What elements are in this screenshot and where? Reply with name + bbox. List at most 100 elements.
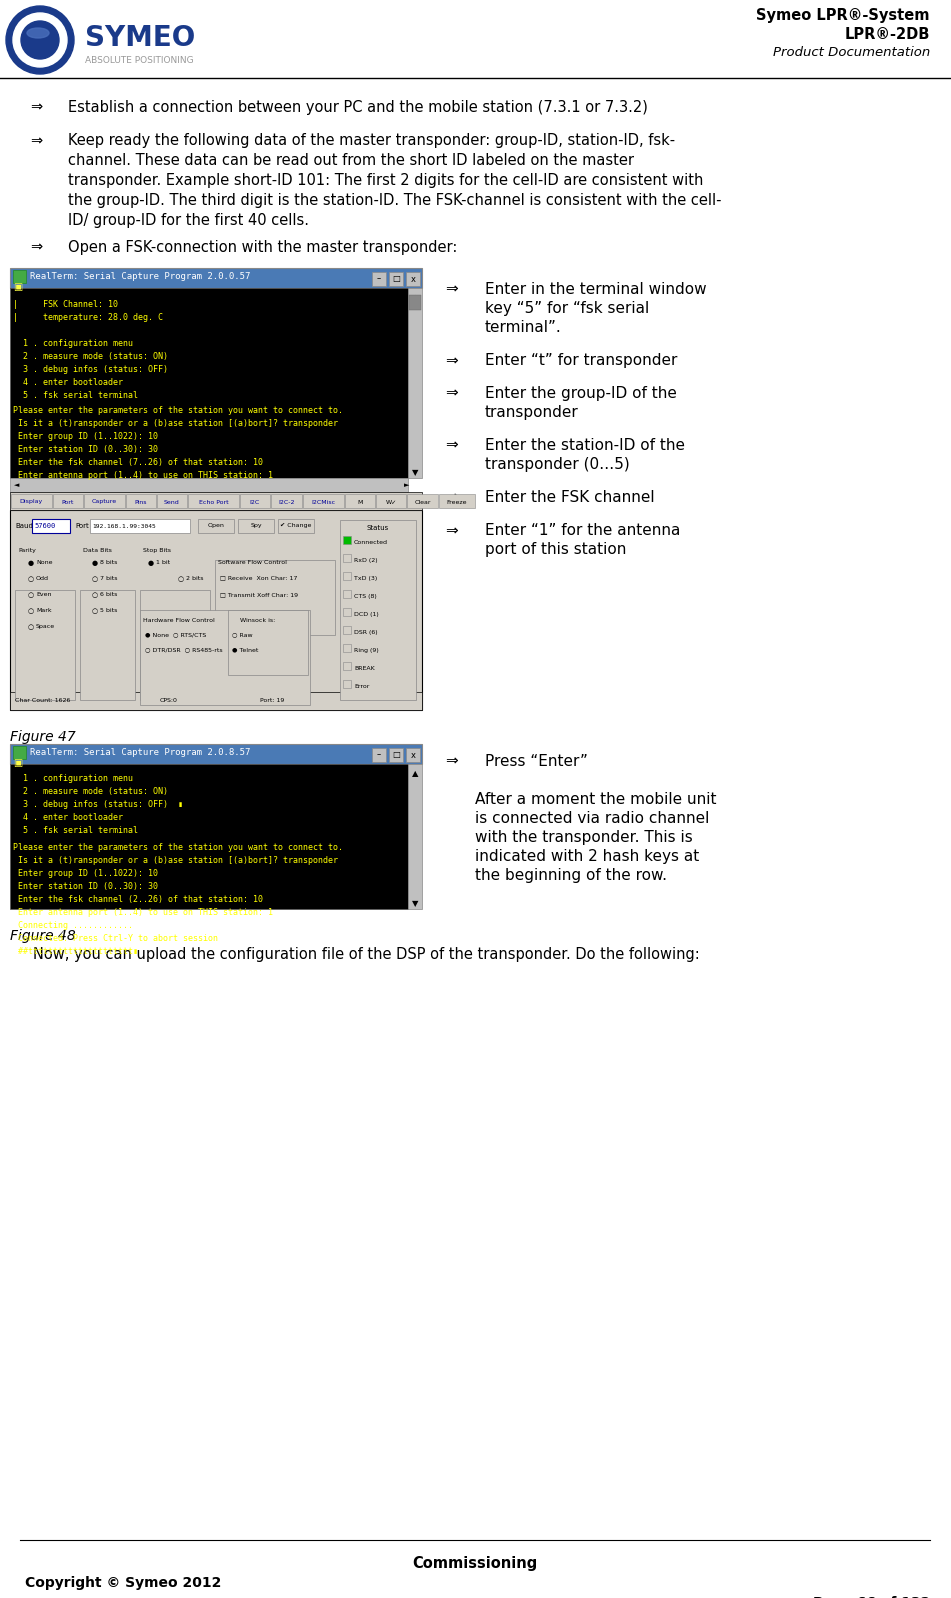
Text: transponder. Example short-ID 101: The first 2 digits for the cell-ID are consis: transponder. Example short-ID 101: The f… xyxy=(68,173,704,189)
Text: Send: Send xyxy=(165,500,180,505)
Text: ▣: ▣ xyxy=(13,281,22,292)
Text: 7 bits: 7 bits xyxy=(100,575,118,582)
Text: RealTerm: Serial Capture Program 2.0.8.57: RealTerm: Serial Capture Program 2.0.8.5… xyxy=(30,748,250,757)
FancyBboxPatch shape xyxy=(10,510,422,710)
Text: Even: Even xyxy=(36,591,51,598)
Text: |     temperature: 28.0 deg. C: | temperature: 28.0 deg. C xyxy=(13,313,163,323)
Text: Product Documentation: Product Documentation xyxy=(773,46,930,59)
Text: ⇒: ⇒ xyxy=(30,240,42,256)
FancyBboxPatch shape xyxy=(10,692,422,710)
Text: port of this station: port of this station xyxy=(485,542,627,558)
Text: ○: ○ xyxy=(28,623,34,630)
Text: 5 . fsk serial terminal: 5 . fsk serial terminal xyxy=(13,826,138,836)
Text: ⇒: ⇒ xyxy=(445,281,457,297)
FancyBboxPatch shape xyxy=(238,519,274,534)
FancyBboxPatch shape xyxy=(406,748,420,762)
Text: Enter the fsk channel (7..26) of that station: 10: Enter the fsk channel (7..26) of that st… xyxy=(13,459,263,467)
FancyBboxPatch shape xyxy=(140,590,210,700)
Text: Enter in the terminal window: Enter in the terminal window xyxy=(485,281,707,297)
Text: Connected. Press Ctrl-Y to abort session: Connected. Press Ctrl-Y to abort session xyxy=(13,933,218,943)
Text: ▼: ▼ xyxy=(412,468,418,478)
Text: Enter station ID (0..30): 30: Enter station ID (0..30): 30 xyxy=(13,882,158,892)
Text: Enter group ID (1..1022): 10: Enter group ID (1..1022): 10 xyxy=(13,431,158,441)
Text: Echo Port: Echo Port xyxy=(199,500,228,505)
Text: ○ DTR/DSR  ○ RS485-rts: ○ DTR/DSR ○ RS485-rts xyxy=(145,647,223,652)
Text: ⇒: ⇒ xyxy=(445,523,457,539)
FancyBboxPatch shape xyxy=(340,519,416,700)
Text: 57600: 57600 xyxy=(34,523,55,529)
Text: ●: ● xyxy=(148,559,154,566)
Text: –: – xyxy=(377,275,381,283)
Text: Hardware Flow Control: Hardware Flow Control xyxy=(143,618,215,623)
Text: Enter “t” for transponder: Enter “t” for transponder xyxy=(485,353,677,368)
Text: ○: ○ xyxy=(92,575,98,582)
Text: 3 . debug infos (status: OFF): 3 . debug infos (status: OFF) xyxy=(13,364,168,374)
Text: x: x xyxy=(411,751,416,759)
Text: ⇒: ⇒ xyxy=(30,101,42,115)
Text: ⇒: ⇒ xyxy=(445,754,457,769)
FancyBboxPatch shape xyxy=(13,746,26,759)
Text: Baud: Baud xyxy=(15,523,33,529)
Text: Mark: Mark xyxy=(36,607,51,614)
Text: Enter antenna port (1..4) to use on THIS station: 1: Enter antenna port (1..4) to use on THIS… xyxy=(13,908,273,917)
Text: 2 . measure mode (status: ON): 2 . measure mode (status: ON) xyxy=(13,786,168,796)
Text: CTS (8): CTS (8) xyxy=(354,594,377,599)
Text: Connecting ............: Connecting ............ xyxy=(13,920,133,930)
FancyBboxPatch shape xyxy=(345,494,375,508)
FancyBboxPatch shape xyxy=(10,478,408,492)
Text: ○: ○ xyxy=(92,607,98,614)
Text: Connected: Connected xyxy=(354,540,388,545)
Text: 1 bit: 1 bit xyxy=(156,559,170,566)
Text: Press “Enter”: Press “Enter” xyxy=(485,754,588,769)
Text: RxD (2): RxD (2) xyxy=(354,558,378,562)
Text: the beginning of the row.: the beginning of the row. xyxy=(475,868,667,884)
Text: I2C: I2C xyxy=(250,500,261,505)
Text: ID/ group-ID for the first 40 cells.: ID/ group-ID for the first 40 cells. xyxy=(68,213,309,229)
FancyBboxPatch shape xyxy=(32,519,70,534)
Text: Enter the group-ID of the: Enter the group-ID of the xyxy=(485,387,677,401)
FancyBboxPatch shape xyxy=(389,272,403,286)
Text: 2 . measure mode (status: ON): 2 . measure mode (status: ON) xyxy=(13,352,168,361)
Text: Display: Display xyxy=(20,500,43,505)
Text: Enter group ID (1..1022): 10: Enter group ID (1..1022): 10 xyxy=(13,869,158,877)
FancyBboxPatch shape xyxy=(408,288,422,478)
Text: LPR®-2DB: LPR®-2DB xyxy=(844,27,930,42)
Text: RealTerm: Serial Capture Program 2.0.0.57: RealTerm: Serial Capture Program 2.0.0.5… xyxy=(30,272,250,281)
Text: Open a FSK-connection with the master transponder:: Open a FSK-connection with the master tr… xyxy=(68,240,457,256)
Text: ABSOLUTE POSITIONING: ABSOLUTE POSITIONING xyxy=(85,56,194,66)
FancyBboxPatch shape xyxy=(240,494,270,508)
Text: Open: Open xyxy=(207,524,224,529)
Text: ▣: ▣ xyxy=(13,757,22,769)
Text: ○: ○ xyxy=(28,575,34,582)
Text: Enter antenna port (1..4) to use on THIS station: 1: Enter antenna port (1..4) to use on THIS… xyxy=(13,471,273,479)
FancyBboxPatch shape xyxy=(343,555,351,562)
FancyBboxPatch shape xyxy=(215,559,335,634)
Text: Parity: Parity xyxy=(18,548,36,553)
FancyBboxPatch shape xyxy=(53,494,83,508)
Text: Please enter the parameters of the station you want to connect to.: Please enter the parameters of the stati… xyxy=(13,844,343,852)
Text: ⇒: ⇒ xyxy=(445,353,457,368)
FancyBboxPatch shape xyxy=(13,270,26,283)
FancyBboxPatch shape xyxy=(140,610,310,705)
Text: 1 . configuration menu: 1 . configuration menu xyxy=(13,773,133,783)
FancyBboxPatch shape xyxy=(80,590,135,700)
Text: I2CMisc: I2CMisc xyxy=(311,500,336,505)
Text: SYMEO: SYMEO xyxy=(85,24,195,53)
Text: BREAK: BREAK xyxy=(354,666,375,671)
Circle shape xyxy=(13,13,67,67)
Text: Ring (9): Ring (9) xyxy=(354,649,378,654)
Text: x: x xyxy=(411,275,416,283)
Text: Establish a connection between your PC and the mobile station (7.3.1 or 7.3.2): Establish a connection between your PC a… xyxy=(68,101,648,115)
Text: Enter the fsk channel (2..26) of that station: 10: Enter the fsk channel (2..26) of that st… xyxy=(13,895,263,904)
FancyBboxPatch shape xyxy=(409,296,421,310)
FancyBboxPatch shape xyxy=(343,626,351,634)
FancyBboxPatch shape xyxy=(343,590,351,598)
FancyBboxPatch shape xyxy=(343,607,351,615)
FancyBboxPatch shape xyxy=(126,494,156,508)
Text: 4 . enter bootloader: 4 . enter bootloader xyxy=(13,813,123,821)
FancyBboxPatch shape xyxy=(372,272,386,286)
Text: Data Bits: Data Bits xyxy=(83,548,112,553)
Text: 3 . debug infos (status: OFF)  ▮: 3 . debug infos (status: OFF) ▮ xyxy=(13,801,183,809)
Text: Figure 47: Figure 47 xyxy=(10,730,76,745)
Text: ● None  ○ RTS/CTS: ● None ○ RTS/CTS xyxy=(145,631,206,638)
